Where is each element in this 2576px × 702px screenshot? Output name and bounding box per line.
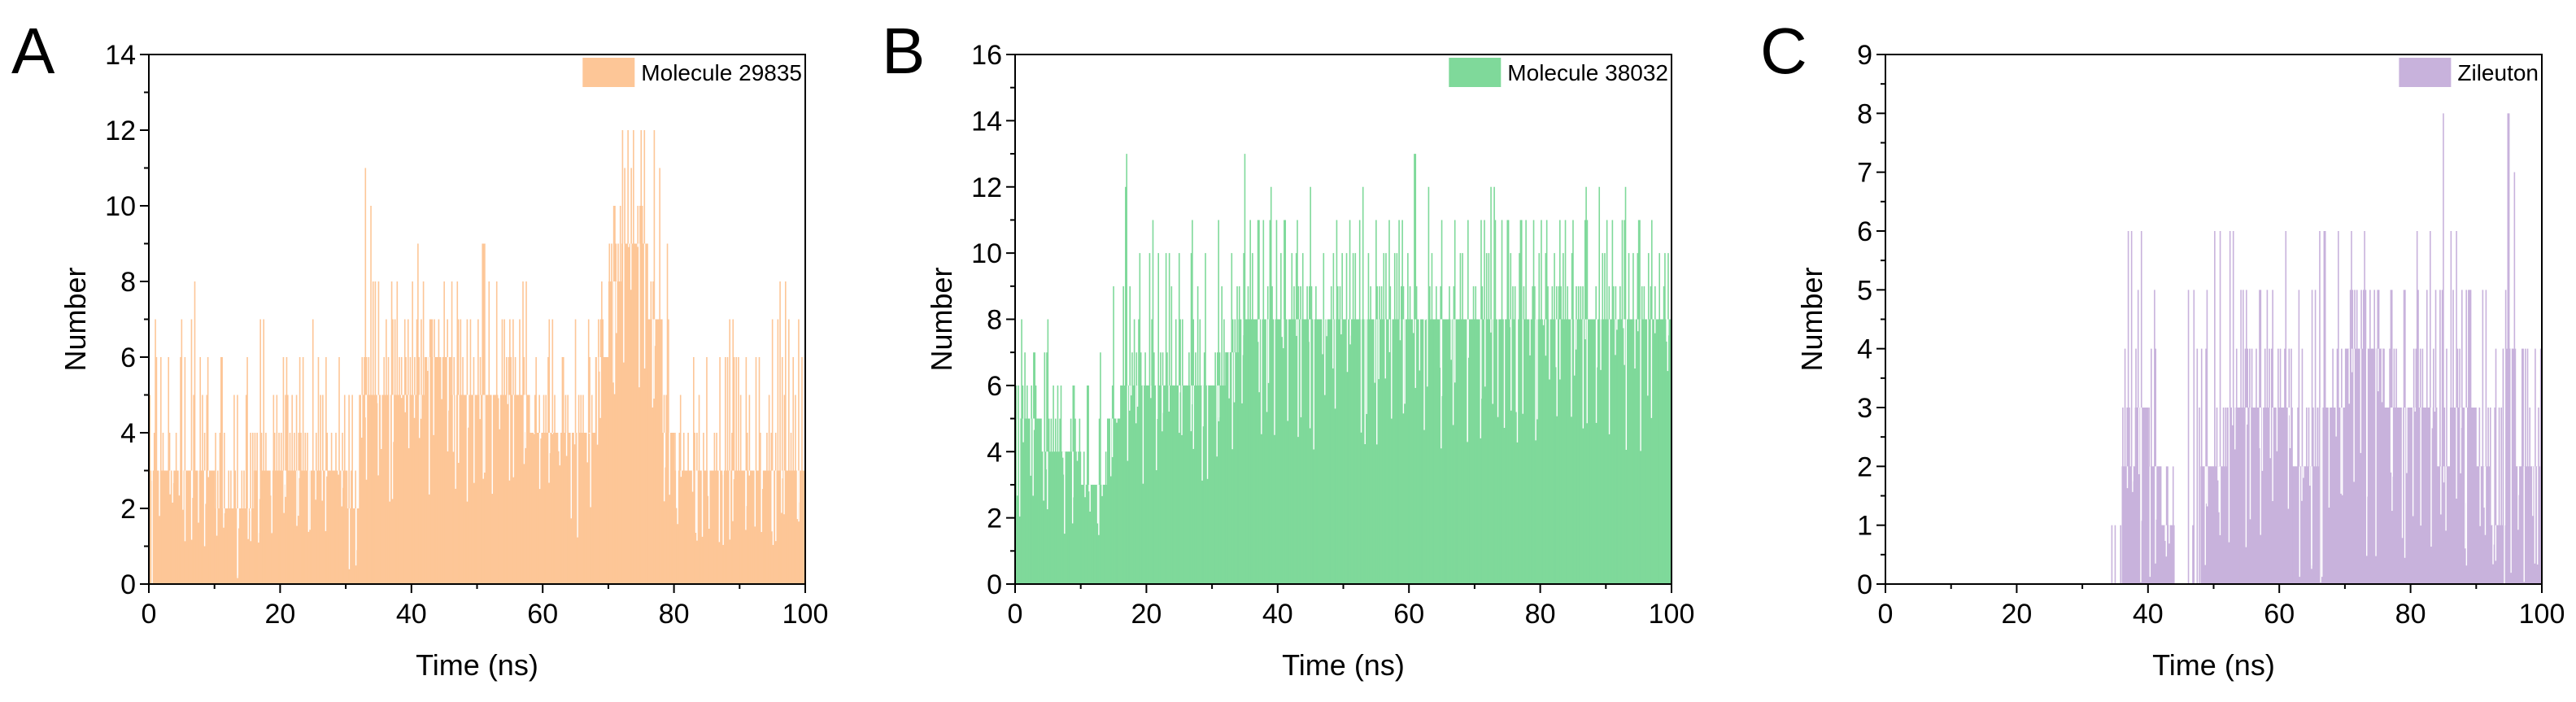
x-tick-label: 40 [2133, 599, 2164, 630]
y-tick-label: 8 [987, 305, 1002, 336]
legend-swatch [1449, 58, 1502, 87]
y-tick-label: 2 [1857, 451, 1872, 482]
x-tick-label: 0 [142, 599, 157, 630]
y-tick-label: 14 [971, 106, 1002, 137]
y-axis-title: Number [925, 267, 958, 371]
y-tick-label: 10 [105, 191, 136, 222]
y-tick-label: 4 [120, 418, 136, 449]
panel-letter: A [11, 15, 55, 87]
legend-label: Molecule 29835 [641, 60, 802, 85]
x-tick-label: 0 [1878, 599, 1894, 630]
legend: Molecule 38032 [1449, 58, 1668, 87]
legend-label: Molecule 38032 [1507, 60, 1668, 85]
y-tick-label: 12 [971, 172, 1002, 203]
legend-label: Zileuton [2457, 60, 2539, 85]
y-tick-label: 3 [1857, 393, 1872, 424]
y-tick-label: 12 [105, 116, 136, 146]
legend-swatch [2399, 58, 2452, 87]
x-tick-label: 80 [1525, 599, 1556, 630]
chart-panel-a: 0 20 40 60 80 100 0 2 4 6 8 10 12 14 Time (ns) Number A M… [11, 15, 828, 682]
legend: Molecule 29835 [582, 58, 802, 87]
bars-group [2111, 113, 2542, 584]
x-axis-title: Time (ns) [1282, 648, 1405, 682]
y-tick-label: 8 [1857, 98, 1872, 129]
bars-group [149, 130, 805, 584]
x-tick-label: 60 [2264, 599, 2295, 630]
x-tick-label: 80 [2395, 599, 2426, 630]
panel-letter: C [1760, 15, 1807, 87]
x-axis-title: Time (ns) [2152, 648, 2275, 682]
x-tick-label: 40 [396, 599, 427, 630]
x-tick-label: 60 [1393, 599, 1424, 630]
legend: Zileuton [2399, 58, 2539, 87]
x-tick-label: 80 [659, 599, 690, 630]
x-tick-label: 100 [2519, 599, 2565, 630]
x-axis-title: Time (ns) [416, 648, 538, 682]
x-tick-label: 20 [1131, 599, 1162, 630]
y-tick-label: 10 [971, 238, 1002, 269]
x-tick-label: 60 [527, 599, 558, 630]
y-tick-label: 16 [971, 40, 1002, 71]
y-tick-label: 7 [1857, 158, 1872, 189]
y-tick-label: 1 [1857, 511, 1872, 542]
y-tick-label: 14 [105, 40, 136, 71]
y-tick-label: 4 [987, 437, 1002, 468]
y-tick-label: 0 [987, 569, 1002, 600]
y-tick-label: 6 [1857, 216, 1872, 247]
y-tick-label: 5 [1857, 275, 1872, 306]
y-tick-label: 8 [120, 267, 136, 298]
y-tick-label: 0 [1857, 569, 1872, 600]
bars-group [1015, 154, 1672, 584]
x-tick-label: 0 [1008, 599, 1023, 630]
x-tick-label: 20 [264, 599, 295, 630]
y-tick-label: 2 [987, 504, 1002, 534]
y-tick-label: 2 [120, 494, 136, 525]
x-tick-label: 100 [1649, 599, 1695, 630]
y-axis-title: Number [1795, 267, 1828, 371]
panel-letter: B [882, 15, 925, 87]
y-tick-label: 9 [1857, 40, 1872, 71]
legend-swatch [582, 58, 635, 87]
x-tick-label: 20 [2001, 599, 2032, 630]
y-axis-title: Number [59, 267, 92, 371]
y-tick-label: 6 [987, 371, 1002, 402]
chart-panel-b: 0 20 40 60 80 100 0 2 4 6 8 10 12 14 16 Time (ns) Number… [882, 15, 1694, 682]
y-tick-label: 0 [120, 569, 136, 600]
y-tick-label: 4 [1857, 334, 1872, 365]
x-tick-label: 40 [1262, 599, 1293, 630]
x-tick-label: 100 [782, 599, 829, 630]
y-tick-label: 6 [120, 342, 136, 373]
chart-panel-c: 0 20 40 60 80 100 0 1 2 3 4 5 6 7 8 9 Time (ns) Number C Zi… [1760, 15, 2565, 682]
